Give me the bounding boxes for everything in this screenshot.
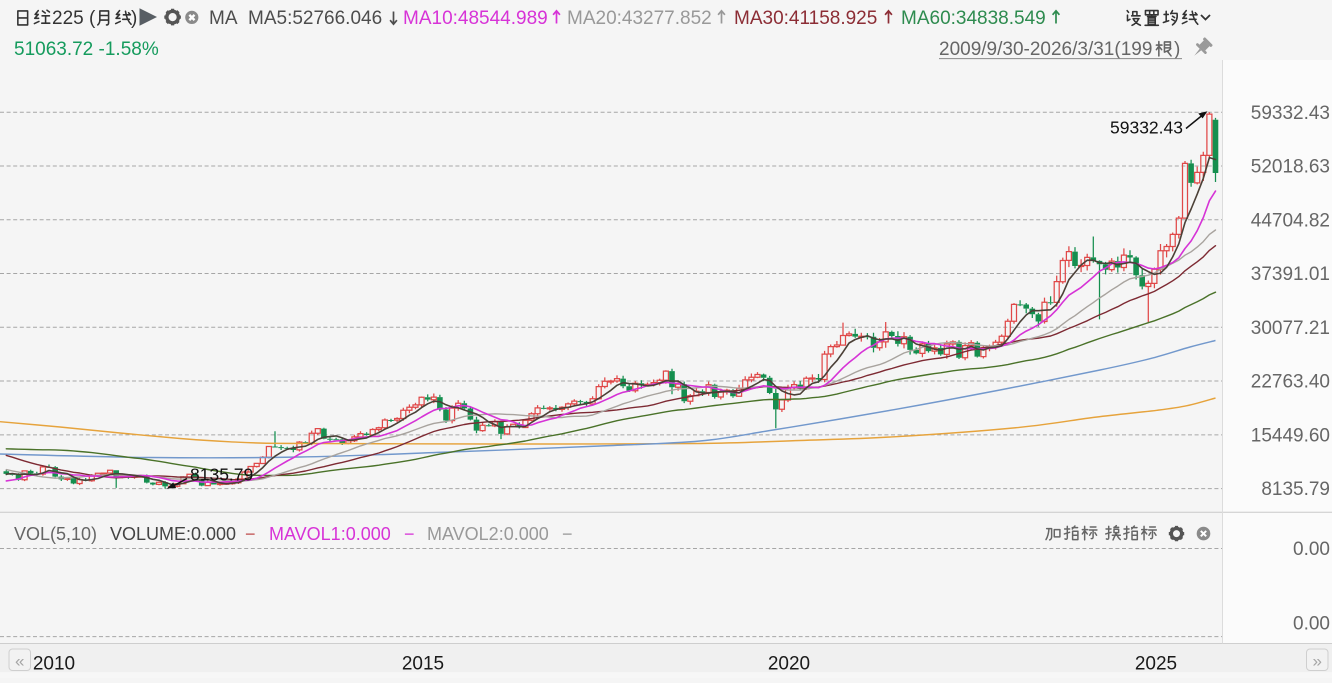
svg-text:MAVOL2:0.000: MAVOL2:0.000 <box>427 524 549 544</box>
svg-text:MA60:34838.549: MA60:34838.549 <box>901 8 1046 29</box>
svg-text:37391.01: 37391.01 <box>1251 264 1330 285</box>
svg-text:MA30:41158.925: MA30:41158.925 <box>734 8 877 29</box>
svg-text:−: − <box>245 524 256 544</box>
svg-text:2010: 2010 <box>33 654 75 675</box>
svg-text:MAVOL1:0.000: MAVOL1:0.000 <box>269 524 391 544</box>
svg-text:−: − <box>562 524 573 544</box>
svg-text:30077.21: 30077.21 <box>1251 318 1330 339</box>
svg-text:): ) <box>131 8 137 29</box>
svg-text:225 (: 225 ( <box>52 8 96 29</box>
svg-text:22763.40: 22763.40 <box>1251 372 1330 393</box>
svg-text:MA: MA <box>209 8 238 29</box>
svg-text:VOLUME:0.000: VOLUME:0.000 <box>110 524 236 544</box>
svg-text:59332.43: 59332.43 <box>1251 103 1330 124</box>
svg-text:2015: 2015 <box>402 654 444 675</box>
svg-text:44704.82: 44704.82 <box>1251 210 1330 231</box>
svg-text:2025: 2025 <box>1135 654 1177 675</box>
svg-text:MA20:43277.852: MA20:43277.852 <box>567 8 712 29</box>
svg-text:0.00: 0.00 <box>1293 539 1330 560</box>
svg-text:8135.79: 8135.79 <box>1261 479 1330 500</box>
svg-text:2020: 2020 <box>768 654 810 675</box>
svg-text:8135.79: 8135.79 <box>190 465 253 485</box>
svg-text:51063.72 -1.58%: 51063.72 -1.58% <box>14 39 159 60</box>
svg-text:59332.43: 59332.43 <box>1110 118 1183 138</box>
svg-text:): ) <box>1174 39 1180 60</box>
svg-text:15449.60: 15449.60 <box>1251 425 1330 446</box>
svg-text:MA10:48544.989: MA10:48544.989 <box>403 8 548 29</box>
svg-text:«: « <box>15 652 24 671</box>
svg-text:»: » <box>1312 652 1321 671</box>
svg-text:52018.63: 52018.63 <box>1251 157 1330 178</box>
svg-text:0.00: 0.00 <box>1293 613 1330 634</box>
svg-text:VOL(5,10): VOL(5,10) <box>14 524 97 544</box>
svg-text:MA5:52766.046: MA5:52766.046 <box>248 8 382 29</box>
svg-text:−: − <box>404 524 415 544</box>
svg-text:2009/9/30-2026/3/31(199: 2009/9/30-2026/3/31(199 <box>939 39 1152 60</box>
